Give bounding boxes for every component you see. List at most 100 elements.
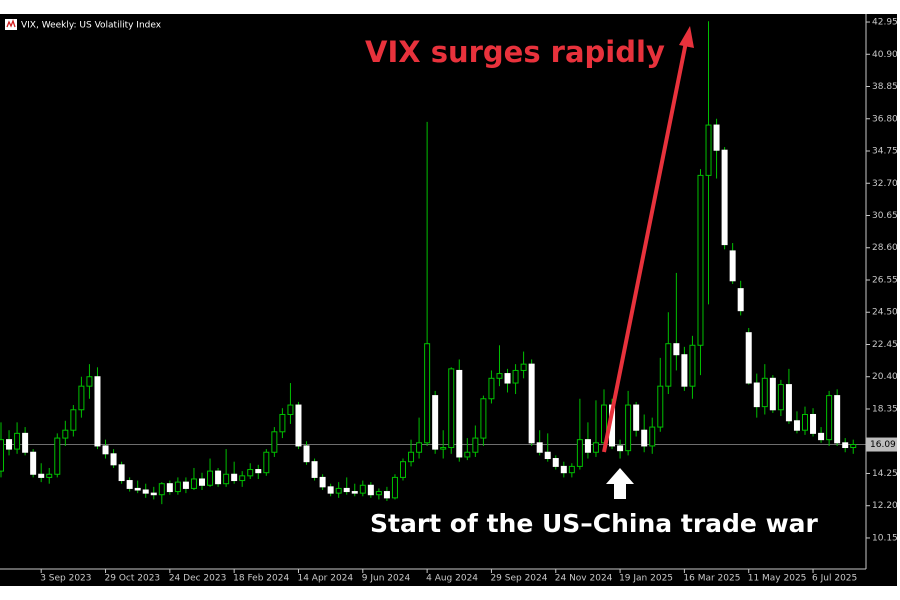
candle-body	[383, 491, 390, 499]
candle-body	[842, 442, 849, 449]
candle-body	[641, 429, 648, 447]
candle-body	[126, 480, 133, 489]
candle-body	[697, 174, 704, 346]
candle-body	[705, 124, 712, 176]
candle-body	[62, 429, 69, 439]
y-tick-label: 36.80	[872, 114, 898, 124]
candle-body	[158, 483, 165, 496]
candle-body	[142, 489, 149, 494]
candle-body	[753, 382, 760, 408]
y-tick-label: 30.65	[872, 211, 898, 221]
candle-body	[207, 470, 214, 486]
candle-body	[86, 376, 93, 387]
x-tick-label: 29 Sep 2024	[490, 574, 547, 584]
candle-body	[375, 491, 382, 496]
candle-body	[576, 439, 583, 467]
surge-arrow-shaft	[602, 41, 688, 453]
candle-body	[46, 473, 53, 478]
candle-body	[239, 475, 246, 482]
candle-body	[584, 439, 591, 453]
candle-body	[745, 332, 752, 384]
candle-body	[0, 439, 4, 472]
candle-body	[247, 469, 254, 477]
candle-body	[793, 420, 800, 431]
y-tick-label: 12.20	[872, 501, 898, 511]
candle-body	[295, 404, 302, 447]
candle-body	[810, 413, 817, 434]
candle-body	[102, 445, 109, 455]
y-tick-label: 34.75	[872, 147, 898, 157]
candle-body	[681, 354, 688, 387]
x-tick-label: 18 Feb 2024	[233, 574, 289, 584]
candle-body	[38, 473, 45, 478]
candle-body	[150, 492, 157, 496]
y-tick-label: 40.90	[872, 50, 898, 60]
y-tick-label: 24.50	[872, 308, 898, 318]
candle-body	[134, 487, 141, 491]
surge-arrow	[602, 26, 694, 453]
candle-body	[633, 404, 640, 431]
candle-body	[568, 465, 575, 474]
x-tick-label: 6 Jul 2025	[812, 574, 857, 584]
candle-body	[729, 250, 736, 282]
candle-body	[625, 404, 632, 452]
candle-body	[279, 413, 286, 433]
candle-body	[520, 363, 527, 371]
x-tick-label: 3 Sep 2023	[40, 574, 91, 584]
candle-body	[391, 476, 398, 499]
candle-body	[834, 395, 841, 444]
candle-body	[592, 442, 599, 453]
y-tick-label: 10.15	[872, 533, 898, 543]
candle-body	[761, 377, 768, 408]
candle-body	[351, 491, 358, 494]
candle-body	[673, 343, 680, 356]
candle-body	[110, 453, 117, 466]
candle-body	[199, 478, 205, 486]
candle-body	[319, 476, 326, 488]
x-tick-label: 16 Mar 2025	[683, 574, 740, 584]
candle-body	[850, 444, 857, 449]
candle-body	[448, 368, 455, 449]
annotation-trade-war: Start of the US–China trade war	[370, 509, 819, 538]
x-tick-label: 29 Oct 2023	[105, 574, 161, 584]
trade-war-arrow	[606, 468, 634, 499]
candle-body	[488, 377, 495, 400]
candle-body	[552, 458, 559, 467]
candle-body	[343, 487, 350, 493]
x-tick-label: 24 Nov 2024	[555, 574, 613, 584]
candle-body	[30, 451, 37, 475]
candle-body	[94, 376, 101, 447]
candle-body	[400, 461, 406, 478]
candle-body	[713, 124, 720, 151]
title-block: VIX, Weekly: US Volatility Index	[5, 19, 162, 31]
candle-body	[737, 288, 744, 312]
candle-body	[416, 442, 423, 453]
candle-body	[182, 481, 189, 489]
candle-body	[255, 469, 262, 474]
app-icon-glyph	[6, 19, 16, 28]
candle-body	[432, 395, 439, 450]
candle-body	[818, 432, 825, 441]
candle-body	[649, 426, 656, 447]
x-tick-label: 24 Dec 2023	[169, 574, 227, 584]
candle-body	[271, 431, 278, 453]
current-price-box	[866, 437, 897, 452]
candle-body	[14, 432, 21, 450]
candle-body	[78, 385, 85, 411]
candle-body	[166, 483, 173, 493]
candle-body	[472, 437, 479, 453]
candle-body	[223, 473, 230, 485]
y-tick-label: 42.95	[872, 18, 898, 28]
y-tick-label: 28.60	[872, 243, 898, 253]
candle-body	[287, 404, 294, 415]
annotation-surge: VIX surges rapidly	[365, 35, 665, 69]
y-tick-label: 32.70	[872, 179, 898, 189]
candle-body	[826, 395, 833, 441]
candle-body	[231, 473, 238, 482]
candle-body	[335, 487, 342, 494]
candle-body	[512, 369, 519, 384]
current-price-label: 16.09	[870, 440, 896, 450]
candle-body	[6, 439, 13, 450]
candle-body	[689, 344, 696, 387]
